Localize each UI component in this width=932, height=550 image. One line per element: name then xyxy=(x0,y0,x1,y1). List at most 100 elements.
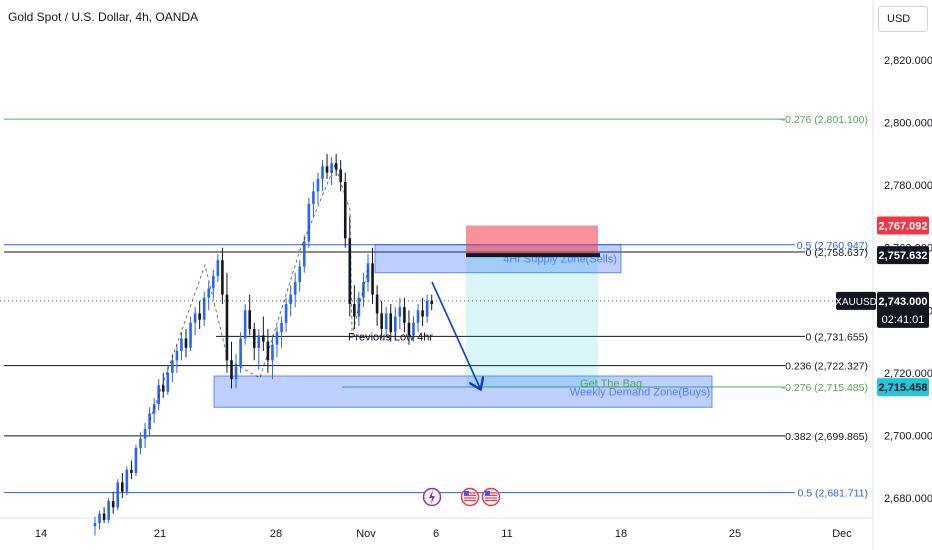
candle-body xyxy=(107,501,110,520)
candle xyxy=(252,322,256,361)
candle xyxy=(430,294,433,311)
candle-body xyxy=(134,447,138,473)
candle xyxy=(102,507,106,524)
candle xyxy=(353,285,356,330)
fib-level-label: 0.382 (2,699.865) xyxy=(785,431,868,443)
candle-body xyxy=(403,307,406,323)
y-tick-label: 2,700.000 xyxy=(884,430,932,442)
candle xyxy=(380,300,383,339)
candle xyxy=(198,300,201,330)
current-price-badge-bg xyxy=(877,291,929,328)
x-tick-label: 6 xyxy=(433,528,439,540)
candle-body xyxy=(348,238,352,305)
candle xyxy=(212,269,215,298)
candle-body xyxy=(366,263,370,283)
candle xyxy=(230,341,233,389)
candle xyxy=(421,297,424,326)
fib-level-label: 0.5 (2,760.947) xyxy=(797,240,868,252)
candle-body xyxy=(362,282,365,298)
candle-body xyxy=(430,300,433,305)
candle xyxy=(239,332,242,373)
candle-body xyxy=(148,413,151,430)
candle xyxy=(425,294,429,323)
candle xyxy=(389,304,393,342)
candle xyxy=(325,153,329,179)
candle-body xyxy=(98,513,101,524)
candle-body xyxy=(303,241,306,267)
candle-body xyxy=(425,300,429,317)
candle-body xyxy=(321,166,324,179)
candle xyxy=(98,510,101,530)
candle-body xyxy=(180,338,183,351)
candle xyxy=(111,491,115,514)
candle-body xyxy=(371,263,374,295)
candle-body xyxy=(207,288,211,298)
fib-level-label: 0 (2,731.655) xyxy=(806,331,868,343)
candle-body xyxy=(130,469,133,473)
price-badge-bg xyxy=(877,378,929,397)
candle xyxy=(243,304,247,345)
us-flag-event-icon[interactable] xyxy=(460,487,480,507)
candle xyxy=(375,285,379,326)
candle-body xyxy=(230,360,233,380)
candle xyxy=(161,372,165,398)
candle-body xyxy=(289,294,292,305)
currency-selector[interactable]: USD xyxy=(878,6,928,32)
candle-body xyxy=(307,203,311,242)
flag-canton xyxy=(464,491,469,495)
y-tick-label: 2,780.000 xyxy=(884,180,932,192)
candle-body xyxy=(189,322,192,348)
price-badges: 2,767.092 2,757.632 2,715.458 xyxy=(877,216,929,397)
candle-body xyxy=(184,338,188,348)
candle xyxy=(207,282,211,311)
swing-path xyxy=(149,163,369,421)
candle xyxy=(130,460,133,480)
candle-body xyxy=(248,310,251,330)
candle-body xyxy=(234,366,238,380)
take-profit-zone xyxy=(466,255,598,388)
fib-level-label: -0.276 (2,801.100) xyxy=(782,114,868,126)
x-tick-label: 21 xyxy=(154,528,166,540)
candle-body xyxy=(280,322,283,333)
candle-body xyxy=(375,294,379,314)
candle xyxy=(248,294,251,336)
annotation-label: Previous Low 4hr xyxy=(348,331,433,343)
candle xyxy=(93,516,97,536)
candle-body xyxy=(216,260,220,276)
candle xyxy=(221,247,224,305)
candle xyxy=(398,297,402,330)
event-icons xyxy=(422,487,501,507)
candle xyxy=(371,247,374,305)
candle xyxy=(116,479,120,511)
lightning-event-icon[interactable] xyxy=(422,487,442,507)
candle xyxy=(403,297,406,333)
candle xyxy=(289,285,292,317)
candle xyxy=(412,316,415,342)
candle-body xyxy=(407,322,411,336)
candle xyxy=(202,291,206,326)
projection-arrow xyxy=(431,281,480,388)
candle xyxy=(184,329,188,358)
candle-body xyxy=(284,304,288,323)
y-axis-labels: 2,820.0002,800.0002,780.0002,760.0002,74… xyxy=(884,55,932,505)
candle xyxy=(234,354,238,389)
candle xyxy=(334,153,338,176)
candle-body xyxy=(166,372,170,392)
x-tick-label: Nov xyxy=(356,528,376,540)
candle-body xyxy=(389,313,393,333)
candle xyxy=(357,291,361,326)
candle-body xyxy=(243,310,247,339)
candle xyxy=(121,472,124,498)
candle-body xyxy=(221,260,224,295)
candle-body xyxy=(312,191,315,204)
candle-body xyxy=(198,313,201,320)
us-flag-event-icon[interactable] xyxy=(481,487,501,507)
x-tick-label: Dec xyxy=(832,528,852,540)
candle-body xyxy=(252,329,256,348)
candle xyxy=(125,466,129,495)
candle xyxy=(134,444,138,477)
candle xyxy=(275,325,279,358)
zone-label: Weekly Demand Zone(Buys) xyxy=(570,387,710,399)
candle xyxy=(407,310,411,345)
